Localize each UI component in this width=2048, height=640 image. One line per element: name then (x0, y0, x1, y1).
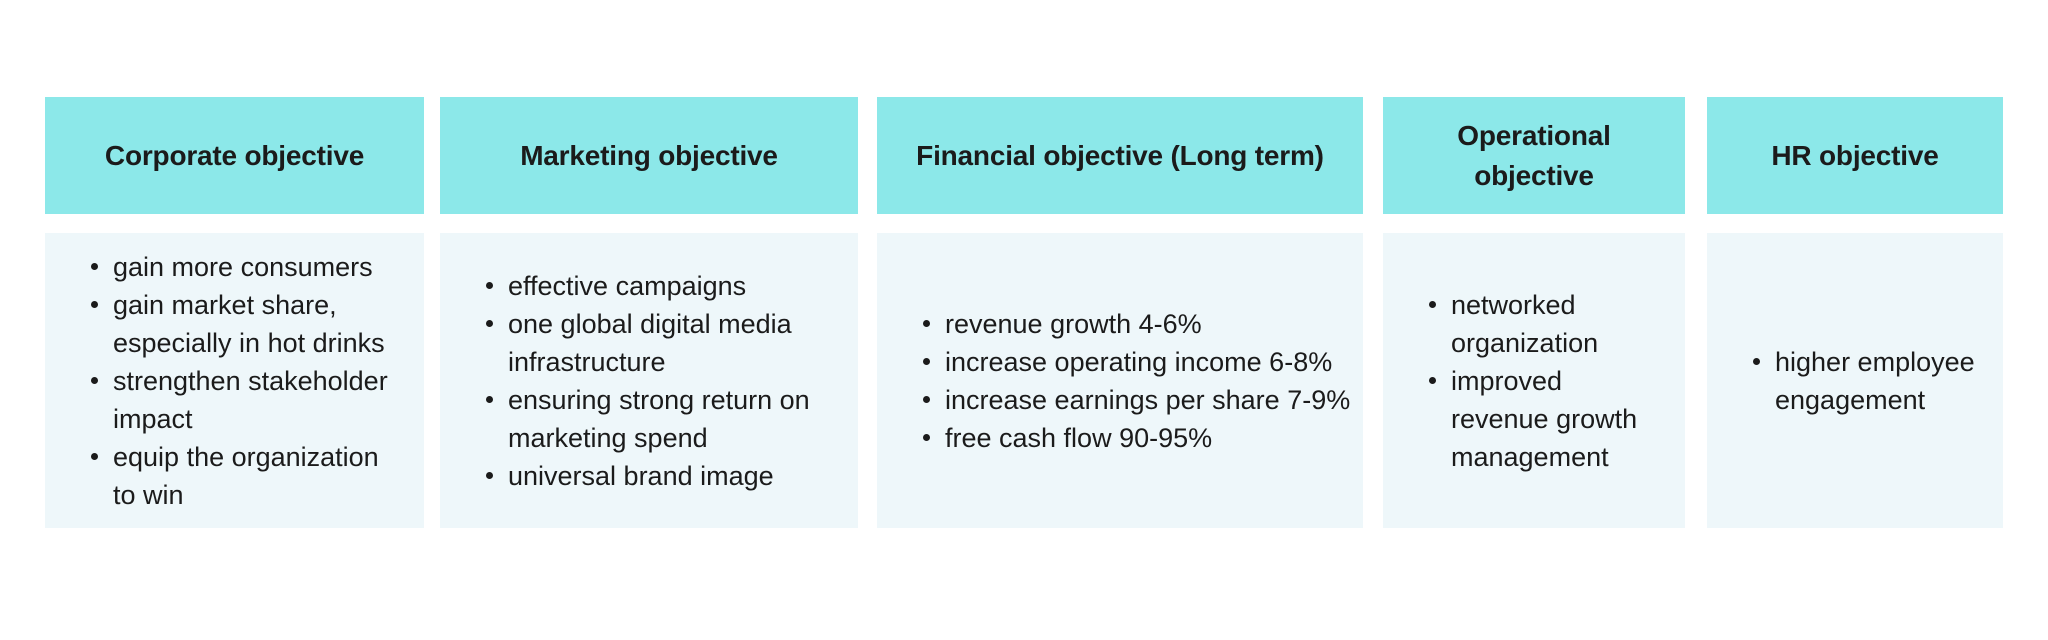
list-item: networked organization (1383, 286, 1685, 362)
list-item: revenue growth 4-6% (877, 305, 1363, 343)
column-body: networked organization improved revenue … (1383, 233, 1685, 528)
column-header: Financial objective (Long term) (877, 97, 1363, 214)
list-item: effective campaigns (440, 267, 858, 305)
list-item: increase earnings per share 7-9% (877, 381, 1363, 419)
bullet-list: revenue growth 4-6% increase operating i… (877, 305, 1363, 457)
list-item: universal brand image (440, 457, 858, 495)
list-item: higher employee engagement (1707, 343, 2003, 419)
column-header: Corporate objective (45, 97, 424, 214)
list-item: improved revenue growth management (1383, 362, 1685, 476)
list-item: one global digital media infrastructure (440, 305, 858, 381)
list-item: increase operating income 6-8% (877, 343, 1363, 381)
bullet-list: networked organization improved revenue … (1383, 286, 1685, 476)
column-marketing-objective: Marketing objective effective campaigns … (440, 97, 858, 528)
bullet-list: gain more consumers gain market share, e… (45, 248, 424, 514)
list-item: gain market share, especially in hot dri… (45, 286, 424, 362)
column-body: higher employee engagement (1707, 233, 2003, 528)
column-header: Marketing objective (440, 97, 858, 214)
column-hr-objective: HR objective higher employee engagement (1707, 97, 2003, 528)
column-body: gain more consumers gain market share, e… (45, 233, 424, 528)
list-item: gain more consumers (45, 248, 424, 286)
bullet-list: higher employee engagement (1707, 343, 2003, 419)
list-item: strengthen stakeholder impact (45, 362, 424, 438)
column-header: HR objective (1707, 97, 2003, 214)
column-body: revenue growth 4-6% increase operating i… (877, 233, 1363, 528)
column-header: Operational objective (1383, 97, 1685, 214)
column-corporate-objective: Corporate objective gain more consumers … (45, 97, 424, 528)
column-operational-objective: Operational objective networked organiza… (1383, 97, 1685, 528)
column-body: effective campaigns one global digital m… (440, 233, 858, 528)
list-item: free cash flow 90-95% (877, 419, 1363, 457)
column-financial-objective: Financial objective (Long term) revenue … (877, 97, 1363, 528)
list-item: ensuring strong return on marketing spen… (440, 381, 858, 457)
list-item: equip the organization to win (45, 438, 424, 514)
bullet-list: effective campaigns one global digital m… (440, 267, 858, 495)
